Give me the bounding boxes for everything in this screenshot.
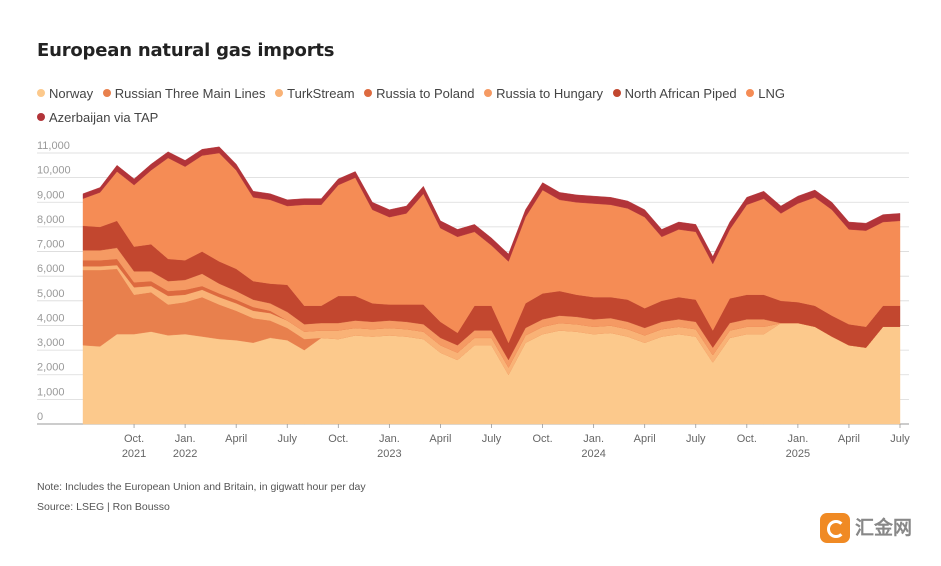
x-tick-label: Jan. (787, 433, 808, 445)
legend-swatch (102, 89, 111, 97)
y-tick-label: 11,000 (37, 140, 70, 152)
y-tick-label: 6,000 (37, 263, 65, 275)
legend-item-russia-to-hungary: Russia to Hungary (484, 82, 603, 106)
legend-label: Norway (49, 86, 94, 101)
legend-item-azerbaijan-via-tap: Azerbaijan via TAP (37, 106, 158, 130)
y-tick-label: 3,000 (37, 337, 65, 349)
legend-item-north-african-piped: North African Piped (612, 82, 737, 106)
legend-label: Russia to Hungary (496, 86, 604, 101)
x-tick-label: July (890, 433, 910, 445)
x-tick-label: July (686, 433, 706, 445)
area-azerbaijan-via-tap (82, 146, 901, 265)
chart-title: European natural gas imports (37, 40, 335, 61)
legend-label: Russia to Poland (376, 86, 475, 101)
y-tick-label: 10,000 (37, 165, 71, 177)
y-tick-label: 8,000 (37, 214, 65, 226)
huijin-logo-icon (820, 513, 850, 543)
x-tick-label: Jan. (175, 433, 196, 445)
x-tick-year-label: 2025 (786, 448, 810, 460)
x-tick-label: Oct. (737, 433, 757, 445)
x-axis-labels: Oct. 2021 Jan. 2022 April July Oct. Jan. 2023 Apr… (122, 424, 910, 460)
legend-swatch (746, 89, 755, 97)
legend-swatch (364, 89, 373, 97)
chart-source: Source: LSEG | Ron Bousso (37, 501, 170, 513)
y-tick-label: 1,000 (37, 386, 65, 398)
legend-item-norway: Norway (37, 82, 93, 106)
x-tick-label: April (429, 433, 451, 445)
chart-note: Note: Includes the European Union and Br… (37, 481, 366, 493)
x-tick-label: April (225, 433, 247, 445)
watermark-text: 汇金网 (855, 517, 913, 539)
legend-label: Russian Three Main Lines (114, 86, 266, 101)
legend-item-russian-three-main-lines: Russian Three Main Lines (102, 82, 266, 106)
watermark-logo: 汇金网 (820, 511, 930, 545)
y-axis-labels: 0 1,000 2,000 3,000 4,000 5,000 6,000 7,000 8,00… (37, 140, 71, 423)
legend-swatch (275, 89, 284, 97)
legend-label: LNG (758, 86, 786, 101)
legend-label: Azerbaijan via TAP (49, 110, 159, 125)
legend-swatch (484, 89, 493, 97)
series-areas (82, 146, 901, 425)
legend-swatch (612, 89, 621, 97)
legend-item-turkstream: TurkStream (275, 82, 355, 106)
y-tick-label: 5,000 (37, 288, 65, 300)
x-tick-label: April (634, 433, 656, 445)
x-tick-label: Oct. (328, 433, 348, 445)
x-tick-label: Oct. (532, 433, 552, 445)
x-tick-label: July (482, 433, 502, 445)
y-tick-label: 2,000 (37, 362, 65, 374)
legend: Norway Russian Three Main Lines TurkStre… (37, 82, 917, 130)
x-tick-label: Oct. (124, 433, 144, 445)
x-tick-label: Jan. (583, 433, 604, 445)
legend-item-russia-to-poland: Russia to Poland (364, 82, 474, 106)
legend-swatch (37, 113, 45, 121)
x-tick-year-label: 2023 (377, 448, 401, 460)
x-tick-year-label: 2021 (122, 448, 146, 460)
legend-swatch (37, 89, 45, 97)
y-tick-label: 9,000 (37, 189, 65, 201)
x-tick-label: April (838, 433, 860, 445)
x-tick-label: Jan. (379, 433, 400, 445)
legend-item-lng: LNG (746, 82, 785, 106)
x-tick-year-label: 2022 (173, 448, 197, 460)
legend-label: North African Piped (624, 86, 737, 101)
y-tick-label: 7,000 (37, 239, 65, 251)
y-tick-label: 4,000 (37, 312, 65, 324)
x-tick-label: July (277, 433, 297, 445)
x-tick-year-label: 2024 (581, 448, 605, 460)
legend-label: TurkStream (287, 86, 355, 101)
y-tick-label: 0 (37, 411, 43, 423)
